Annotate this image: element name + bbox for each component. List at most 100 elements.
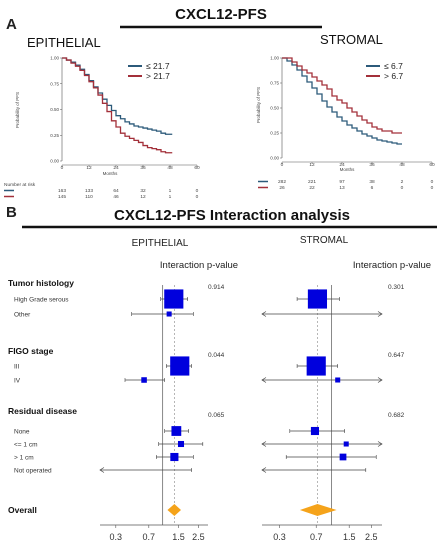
forest-epithelial-estimate-box [171, 426, 182, 436]
forest-stromal-pvalue: 0.682 [388, 412, 405, 419]
forest-stromal-title: STROMAL [300, 235, 349, 246]
km-stromal-curve-low [282, 57, 402, 145]
km-stromal-risk-value: 221 [308, 179, 316, 185]
km-epithelial-ylabel: Probability of PFS [15, 92, 20, 128]
panel-a-label: A [6, 16, 17, 33]
forest-epithelial-estimate-box [166, 311, 172, 317]
forest-row-label: Not operated [14, 468, 52, 475]
km-epithelial-risk-value: 163 [58, 188, 66, 194]
forest-stromal-arrow-left [261, 467, 267, 473]
km-stromal-risk-value: 2 [401, 179, 404, 185]
forest-epithelial-estimate-box [164, 289, 184, 309]
km-epithelial-risk-value: 110 [85, 194, 93, 200]
km-stromal-xtick-label: 0 [281, 162, 284, 168]
forest-stromal-xtick-label: 0.7 [310, 532, 323, 542]
km-stromal-ytick-label: 0.00 [270, 156, 279, 161]
km-stromal-xtick-label: 24 [339, 162, 345, 168]
km-stromal-xtick-label: 48 [399, 162, 405, 168]
km-stromal-risk-value: 26 [279, 185, 285, 191]
km-stromal-xtick-label: 36 [369, 162, 375, 168]
forest-group-label: Tumor histology [8, 278, 74, 288]
forest-row-label: High Grade serous [14, 297, 69, 304]
km-epithelial-risk-value: 145 [58, 194, 66, 200]
km-stromal-risk-value: 0 [431, 179, 434, 185]
forest-stromal-estimate-box [307, 289, 328, 309]
forest-stromal-pvalue: 0.301 [388, 284, 405, 291]
km-stromal-xlabel: Months [340, 167, 356, 172]
km-stromal-xtick-label: 12 [309, 162, 315, 168]
km-epithelial-risk-label: Number at risk [4, 182, 36, 188]
forest-row-label: IV [14, 378, 21, 385]
km-epithelial-ytick-label: 0.75 [50, 81, 59, 86]
km-stromal-risk-value: 38 [369, 179, 375, 185]
forest-stromal-arrow-right [377, 311, 383, 317]
km-epithelial-xtick-label: 12 [86, 165, 92, 171]
forest-stromal-pvalue-header: Interaction p-value [353, 260, 431, 271]
km-epithelial-risk-value: 1 [169, 194, 172, 200]
km-epithelial-risk-value: 1 [169, 188, 172, 194]
forest-stromal-estimate-box [335, 377, 341, 383]
forest-stromal-estimate-box [339, 453, 347, 461]
km-epithelial-ytick-label: 0.50 [50, 107, 59, 112]
forest-stromal-estimate-box [343, 441, 349, 447]
forest-stromal-xtick-label: 1.5 [343, 532, 356, 542]
km-epithelial-legend-label: ≤ 21.7 [146, 61, 170, 71]
km-epithelial-title: EPITHELIAL [27, 35, 101, 50]
forest-epithelial-estimate-box [141, 377, 147, 383]
km-stromal-ylabel: Probability of PFS [256, 87, 261, 123]
forest-epithelial-xtick-label: 0.7 [143, 532, 156, 542]
km-stromal-ytick-label: 0.50 [270, 106, 279, 111]
forest-stromal-arrow-right [377, 441, 383, 447]
km-epithelial-xtick-label: 60 [194, 165, 200, 171]
forest-epithelial-xtick-label: 2.5 [192, 532, 205, 542]
km-stromal-ytick-label: 1.00 [270, 56, 279, 61]
forest-epithelial-arrow-left [99, 467, 105, 473]
km-epithelial-risk-value: 46 [113, 194, 119, 200]
forest-plots: 0.3 0.7 1.5 2.5 Tumor histology 0.914 High Gra… [8, 278, 405, 542]
km-epithelial-risk-value: 0 [196, 194, 199, 200]
km-epithelial-risk-value: 133 [85, 188, 93, 194]
km-stromal-xtick-label: 60 [429, 162, 435, 168]
km-stromal-ytick-label: 0.25 [270, 131, 279, 136]
km-stromal-risk-value: 13 [339, 185, 345, 191]
km-stromal-ytick-label: 0.75 [270, 81, 279, 86]
forest-epithelial-pvalue-header: Interaction p-value [160, 260, 238, 271]
forest-stromal-pvalue: 0.647 [388, 352, 405, 359]
km-stromal-risk-value: 0 [431, 185, 434, 191]
forest-stromal-xtick-label: 0.3 [273, 532, 286, 542]
km-plot-epithelial: EPITHELIAL Probability of PFS Months 0.0… [4, 35, 200, 200]
km-stromal-risk-value: 6 [371, 185, 374, 191]
km-epithelial-risk-value: 64 [113, 188, 119, 194]
km-epithelial-ytick-label: 1.00 [50, 56, 59, 61]
km-stromal-risk-value: 97 [339, 179, 345, 185]
km-stromal-curve-high [282, 57, 402, 134]
km-epithelial-legend-label: > 21.7 [146, 71, 170, 81]
km-stromal-legend-label: > 6.7 [384, 71, 403, 81]
forest-row-label: <= 1 cm [14, 442, 37, 449]
forest-epithelial-estimate-box [177, 440, 185, 448]
forest-epithelial-overall-diamond [167, 504, 181, 516]
km-stromal-legend-label: ≤ 6.7 [384, 61, 403, 71]
forest-epithelial-pvalue: 0.044 [208, 352, 225, 359]
panel-b-label: B [6, 204, 17, 221]
km-stromal-title: STROMAL [320, 32, 383, 47]
forest-row-label: Other [14, 312, 31, 319]
km-epithelial-risk-value: 32 [140, 188, 146, 194]
forest-epithelial-estimate-box [170, 452, 179, 462]
forest-overall-label: Overall [8, 505, 37, 515]
km-stromal-risk-value: 282 [278, 179, 286, 185]
km-epithelial-ytick-label: 0.25 [50, 133, 59, 138]
km-epithelial-ytick-label: 0.00 [50, 159, 59, 164]
km-epithelial-risk-value: 0 [196, 188, 199, 194]
km-stromal-risk-value: 0 [401, 185, 404, 191]
km-epithelial-xtick-label: 24 [113, 165, 119, 171]
forest-epithelial-estimate-box [170, 356, 190, 376]
forest-stromal-arrow-right [377, 377, 383, 383]
forest-row-label: None [14, 429, 30, 436]
forest-row-label: III [14, 364, 20, 371]
forest-stromal-arrow-left [261, 311, 267, 317]
km-epithelial-curve-high [62, 57, 173, 154]
forest-epithelial-pvalue: 0.065 [208, 412, 225, 419]
forest-group-label: FIGO stage [8, 346, 54, 356]
